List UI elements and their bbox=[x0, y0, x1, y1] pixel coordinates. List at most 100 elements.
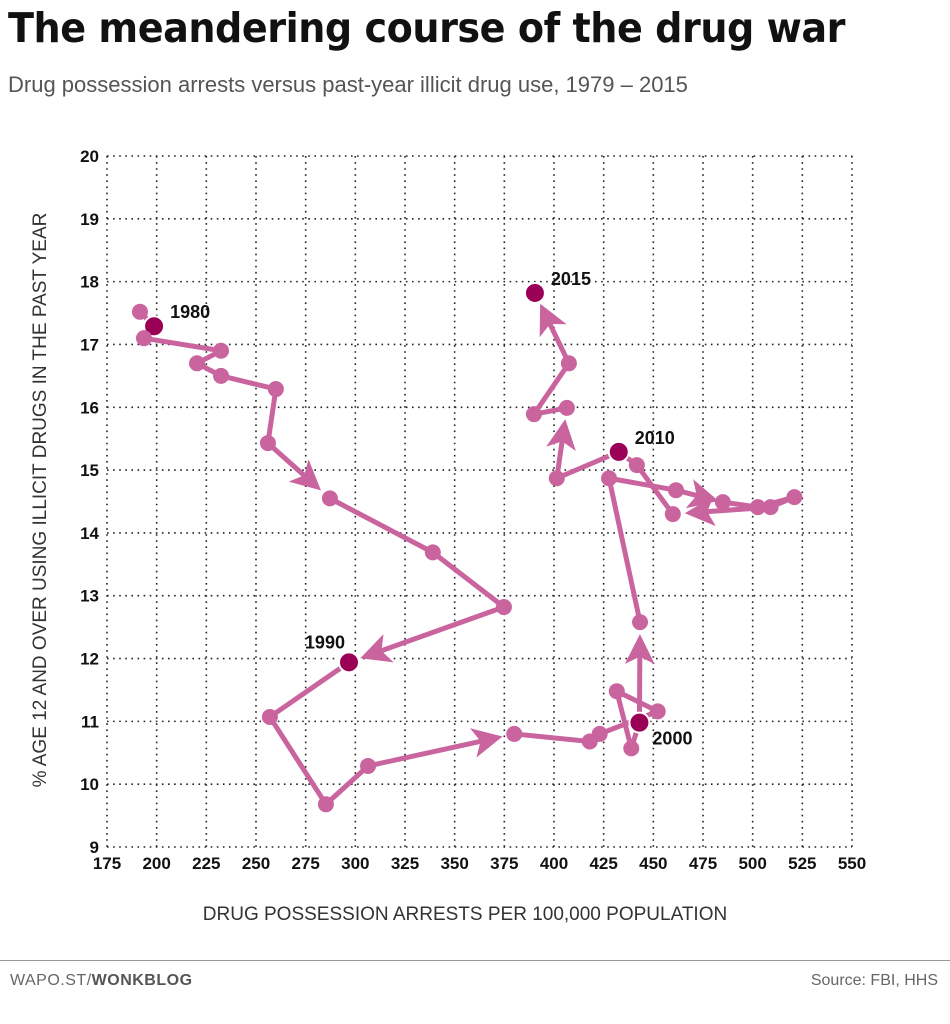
point-2008 bbox=[664, 506, 681, 523]
x-tick-label: 300 bbox=[341, 854, 369, 873]
grid bbox=[106, 155, 853, 848]
point-1989 bbox=[495, 599, 512, 616]
point-1984 bbox=[213, 367, 230, 384]
segment-1998-1999 bbox=[614, 688, 634, 751]
segment-1992-1993 bbox=[323, 763, 371, 807]
y-tick-label: 18 bbox=[80, 273, 99, 292]
segment-1989-1990 bbox=[360, 604, 507, 663]
credit: WAPO.ST/WONKBLOG bbox=[10, 972, 193, 990]
point-1980 bbox=[143, 315, 166, 338]
point-1998 bbox=[608, 683, 625, 700]
credit-brand: WONKBLOG bbox=[91, 972, 193, 989]
year-labels: 1980 1990 2000 2010 2015 bbox=[170, 269, 692, 749]
connected-scatter-chart: 175 200 225 250 275 300 325 350 375 400 425 450 475 5… bbox=[30, 147, 866, 925]
year-label-2015: 2015 bbox=[551, 269, 591, 289]
source-note: Source: FBI, HHS bbox=[810, 972, 938, 989]
point-1992 bbox=[317, 796, 334, 813]
segment-2011-2012 bbox=[546, 419, 576, 481]
segment-2013-2014 bbox=[531, 360, 572, 417]
segment-1986-1987 bbox=[265, 440, 321, 491]
point-1991 bbox=[261, 708, 278, 725]
x-tick-label: 475 bbox=[689, 854, 717, 873]
point-2015 bbox=[523, 281, 546, 304]
y-tick-label: 13 bbox=[80, 587, 99, 606]
y-tick-label: 14 bbox=[80, 524, 99, 543]
y-tick-label: 10 bbox=[80, 775, 99, 794]
point-2006 bbox=[786, 489, 803, 506]
y-tick-label: 9 bbox=[90, 838, 99, 857]
point-2002 bbox=[601, 470, 618, 487]
point-1982 bbox=[213, 342, 230, 359]
chart-subtitle: Drug possession arrests versus past-year… bbox=[8, 72, 688, 97]
y-tick-label: 19 bbox=[80, 210, 99, 229]
segment-1994-1995 bbox=[511, 731, 593, 744]
y-tick-label: 20 bbox=[80, 147, 99, 166]
point-2003 bbox=[667, 482, 684, 499]
year-label-1990: 1990 bbox=[305, 632, 345, 652]
point-2007 bbox=[762, 499, 779, 516]
axis-ticks: 175 200 225 250 275 300 325 350 375 400 425 450 475 5… bbox=[80, 147, 866, 873]
point-1981 bbox=[135, 330, 152, 347]
x-tick-label: 325 bbox=[391, 854, 419, 873]
segment-1984-1985 bbox=[218, 373, 279, 392]
point-1999 bbox=[623, 740, 640, 757]
point-1987 bbox=[321, 490, 338, 507]
year-label-1980: 1980 bbox=[170, 302, 210, 322]
x-tick-label: 200 bbox=[142, 854, 170, 873]
year-label-2000: 2000 bbox=[652, 729, 692, 749]
segment-1990-1991 bbox=[267, 659, 352, 720]
segment-1988-1989 bbox=[430, 549, 507, 610]
chart-title: The meandering course of the drug war bbox=[8, 4, 846, 52]
point-2012 bbox=[558, 399, 575, 416]
point-1994 bbox=[506, 725, 523, 742]
y-tick-label: 16 bbox=[80, 398, 99, 417]
x-axis-label: DRUG POSSESSION ARRESTS PER 100,000 POPU… bbox=[203, 904, 727, 925]
segment-2014-2015 bbox=[539, 303, 572, 366]
x-tick-label: 225 bbox=[192, 854, 220, 873]
point-1983 bbox=[188, 355, 205, 372]
data-points bbox=[131, 281, 803, 813]
point-1997 bbox=[649, 703, 666, 720]
x-tick-label: 250 bbox=[242, 854, 270, 873]
path-segments bbox=[137, 303, 797, 807]
y-tick-label: 17 bbox=[80, 335, 99, 354]
x-tick-label: 275 bbox=[291, 854, 319, 873]
x-tick-label: 525 bbox=[788, 854, 816, 873]
point-1979 bbox=[131, 303, 148, 320]
point-1993 bbox=[360, 757, 377, 774]
segment-2001-2002 bbox=[606, 475, 643, 625]
x-tick-label: 450 bbox=[639, 854, 667, 873]
point-1988 bbox=[424, 544, 441, 561]
point-2000 bbox=[628, 711, 651, 734]
y-tick-label: 11 bbox=[81, 712, 99, 731]
x-tick-label: 425 bbox=[589, 854, 617, 873]
segment-1993-1994 bbox=[365, 728, 503, 769]
segment-1985-1986 bbox=[265, 386, 279, 446]
credit-prefix: WAPO.ST/ bbox=[10, 972, 92, 989]
point-2005 bbox=[749, 499, 766, 516]
y-axis-label: % AGE 12 AND OVER USING ILLICIT DRUGS IN… bbox=[30, 213, 51, 788]
point-1985 bbox=[267, 381, 284, 398]
point-1990 bbox=[337, 651, 360, 674]
segment-1991-1992 bbox=[267, 714, 329, 807]
point-2011 bbox=[548, 470, 565, 487]
point-2004 bbox=[714, 494, 731, 511]
point-2009 bbox=[628, 457, 645, 474]
point-2013 bbox=[525, 406, 542, 423]
x-tick-label: 375 bbox=[490, 854, 518, 873]
y-tick-label: 12 bbox=[80, 650, 99, 669]
y-tick-label: 15 bbox=[80, 461, 99, 480]
point-1986 bbox=[259, 435, 276, 452]
segment-2002-2003 bbox=[606, 475, 679, 493]
point-2001 bbox=[632, 614, 649, 631]
segment-1987-1988 bbox=[327, 495, 436, 555]
segment-2010-2011 bbox=[554, 449, 622, 481]
x-tick-label: 550 bbox=[838, 854, 866, 873]
x-tick-label: 500 bbox=[738, 854, 766, 873]
year-label-2010: 2010 bbox=[635, 428, 675, 448]
segment-1981-1982 bbox=[141, 335, 224, 354]
x-tick-label: 175 bbox=[93, 854, 121, 873]
segment-2008-2009 bbox=[634, 462, 676, 517]
point-1996 bbox=[591, 725, 608, 742]
point-2014 bbox=[560, 355, 577, 372]
